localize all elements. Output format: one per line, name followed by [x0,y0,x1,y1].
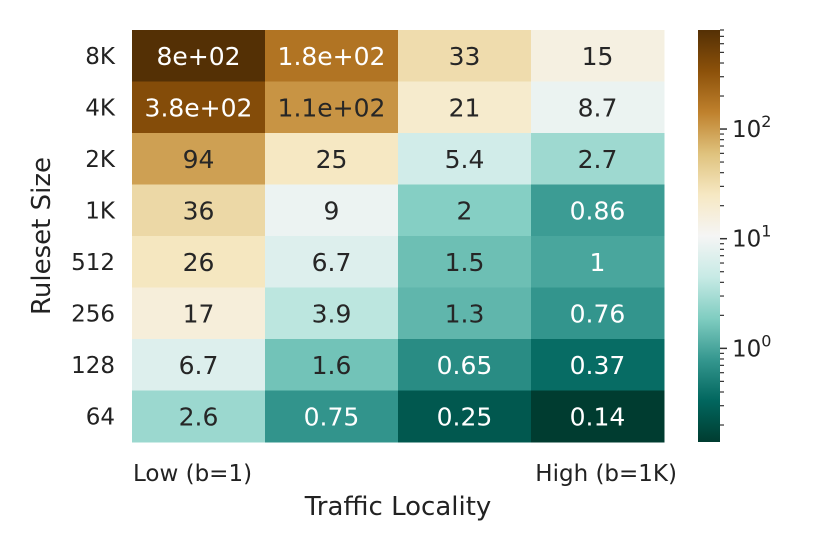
heatmap-cell [132,30,266,82]
heatmap-cell-label: 3.9 [312,299,352,328]
heatmap-cell [398,133,532,185]
y-tick-label: 2K [85,147,116,173]
heatmap-cell-label: 1.3 [445,299,485,328]
heatmap-cell-label: 0.25 [437,402,493,431]
heatmap-cell-label: 2.6 [179,402,219,431]
heatmap-cell-label: 17 [183,299,215,328]
heatmap-cell [132,236,266,288]
heatmap-cell-label: 1.8e+02 [278,42,386,71]
heatmap-cell [132,390,266,443]
heatmap-cell-label: 3.8e+02 [145,93,253,122]
heatmap-cell [531,287,665,340]
heatmap-cell-label: 25 [316,145,348,174]
heatmap-cell-label: 21 [449,93,481,122]
heatmap-cell [531,339,665,391]
x-axis-title: Traffic Locality [304,492,492,522]
colorbar-tick-label: 101 [732,222,771,253]
heatmap-cell-label: 94 [183,145,215,174]
heatmap-cell-label: 2.7 [578,145,618,174]
heatmap-cell-label: 0.76 [570,299,626,328]
heatmap-cell [531,81,665,134]
y-tick-label: 8K [85,44,116,70]
y-tick-label: 128 [71,353,115,379]
heatmap-cells: 8e+02 1.8e+02 33 153.8e+02 1.1e+02 21 8.794 25 5… [132,30,665,443]
heatmap-cell-label: 5.4 [445,145,485,174]
heatmap-cell-label: 9 [324,196,340,225]
y-tick-label: 512 [71,250,115,276]
heatmap-cell [265,133,399,185]
heatmap-cell [132,81,266,134]
heatmap-cell [398,287,532,340]
heatmap-cell [265,81,399,134]
heatmap-cell [398,184,532,237]
heatmap-cell [531,236,665,288]
heatmap-cell [265,30,399,82]
heatmap-cell-label: 8e+02 [156,42,240,71]
heatmap-cell [132,184,266,237]
y-tick-label: 256 [71,301,115,327]
x-tick-label-high: High (b=1K) [535,461,677,487]
x-tick-label-low: Low (b=1) [133,461,252,487]
heatmap-cell [531,133,665,185]
heatmap-cell [132,287,266,340]
heatmap-cell [531,30,665,82]
heatmap-cell-label: 33 [449,42,481,71]
heatmap-cell [398,390,532,443]
y-tick-label: 64 [86,404,115,430]
heatmap-cell-label: 0.37 [570,351,626,380]
heatmap-cell-label: 6.7 [179,351,219,380]
colorbar-ticks: 102 101 100 [720,29,771,426]
heatmap-cell-label: 1 [590,248,606,277]
heatmap-cell [265,184,399,237]
heatmap-cell-label: 6.7 [312,248,352,277]
heatmap-cell [265,287,399,340]
heatmap-cell-label: 0.75 [304,402,360,431]
heatmap-cell [398,30,532,82]
heatmap-cell [132,133,266,185]
heatmap-cell-label: 0.14 [570,402,626,431]
heatmap-cell-label: 1.6 [312,351,352,380]
colorbar [698,30,720,442]
heatmap-cell [531,390,665,443]
heatmap-cell [265,236,399,288]
heatmap-cell [398,81,532,134]
y-axis-title: Ruleset Size [27,157,57,315]
heatmap-cell-label: 1.1e+02 [278,93,386,122]
y-tick-labels: 8K 4K 2K 1K 512 256 128 64 [71,44,116,431]
heatmap-cell [398,236,532,288]
heatmap-cell [531,184,665,237]
heatmap-cell-label: 2 [457,196,473,225]
heatmap-cell-label: 15 [582,42,614,71]
y-tick-label: 4K [85,95,116,121]
heatmap-cell-label: 0.86 [570,196,626,225]
colorbar-tick-label: 100 [732,331,771,362]
y-tick-label: 1K [85,198,116,224]
heatmap-cell [265,339,399,391]
heatmap-cell [132,339,266,391]
heatmap-cell [398,339,532,391]
heatmap-cell [265,390,399,443]
heatmap-cell-label: 26 [183,248,215,277]
heatmap-cell-label: 8.7 [578,93,618,122]
heatmap-cell-label: 36 [183,196,215,225]
heatmap-cell-label: 1.5 [445,248,485,277]
heatmap-cell-label: 0.65 [437,351,493,380]
colorbar-tick-label: 102 [732,112,771,143]
